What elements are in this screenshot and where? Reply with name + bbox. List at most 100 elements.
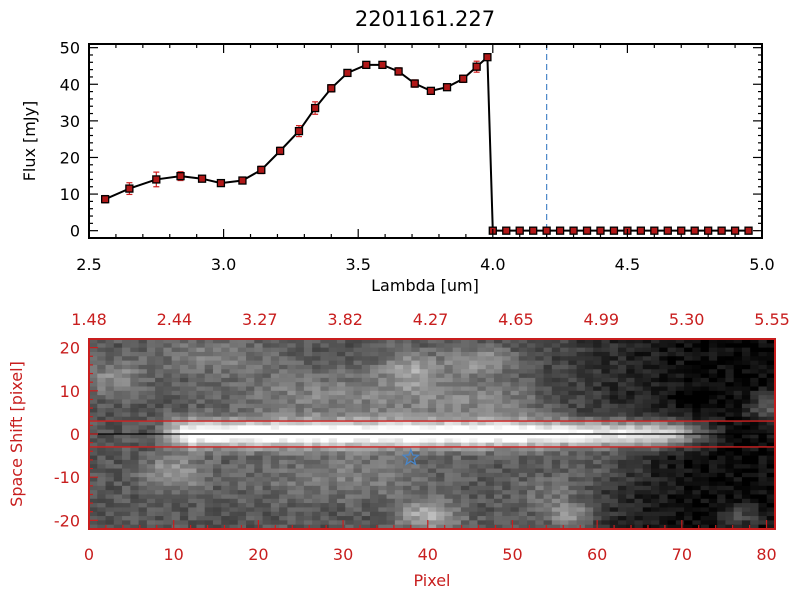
image-cell bbox=[617, 468, 627, 474]
image-cell bbox=[171, 377, 181, 383]
image-cell bbox=[188, 524, 198, 530]
image-cell bbox=[130, 446, 140, 452]
image-cell bbox=[97, 446, 107, 452]
image-cell bbox=[717, 472, 727, 478]
image-cell bbox=[320, 434, 330, 439]
image-cell bbox=[279, 520, 288, 526]
image-cell bbox=[692, 386, 702, 392]
image-cell bbox=[708, 434, 718, 439]
image-cell bbox=[89, 477, 98, 483]
image-cell bbox=[510, 477, 520, 483]
image-cell bbox=[717, 403, 727, 409]
image-cell bbox=[105, 390, 115, 396]
image-cell bbox=[254, 386, 264, 392]
image-cell bbox=[593, 516, 603, 521]
image-cell bbox=[328, 351, 338, 357]
image-cell bbox=[485, 395, 495, 401]
image-cell bbox=[89, 507, 98, 513]
image-cell bbox=[642, 421, 652, 426]
image-cell bbox=[89, 339, 98, 344]
image-cell bbox=[403, 356, 412, 362]
image-cell bbox=[651, 455, 660, 461]
image-cell bbox=[452, 481, 462, 487]
image-cell bbox=[634, 343, 644, 349]
image-cell bbox=[179, 421, 189, 426]
image-cell bbox=[568, 425, 578, 431]
image-cell bbox=[97, 399, 107, 405]
image-cell bbox=[535, 373, 545, 379]
image-cell bbox=[411, 416, 421, 422]
image-cell bbox=[419, 343, 429, 349]
image-cell bbox=[700, 485, 710, 491]
y-tick-label: 30 bbox=[60, 112, 80, 131]
image-cell bbox=[287, 421, 297, 426]
image-cell bbox=[452, 520, 462, 526]
image-cell bbox=[593, 429, 603, 435]
image-cell bbox=[436, 369, 445, 375]
image-cell bbox=[510, 369, 520, 375]
image-cell bbox=[708, 351, 718, 357]
image-cell bbox=[105, 494, 115, 500]
image-cell bbox=[97, 403, 107, 409]
image-cell bbox=[188, 442, 198, 448]
image-cell bbox=[303, 451, 313, 457]
image-cell bbox=[543, 438, 553, 444]
image-cell bbox=[361, 498, 371, 504]
image-cell bbox=[97, 451, 107, 457]
image-cell bbox=[493, 347, 503, 353]
image-cell bbox=[684, 408, 693, 414]
image-cell bbox=[651, 459, 660, 465]
image-cell bbox=[361, 351, 371, 357]
image-cell bbox=[155, 408, 164, 414]
image-cell bbox=[510, 468, 520, 474]
image-cell bbox=[460, 446, 470, 452]
image-cell bbox=[692, 360, 702, 366]
image-cell bbox=[617, 451, 627, 457]
image-cell bbox=[287, 472, 297, 478]
image-cell bbox=[651, 351, 660, 357]
image-cell bbox=[370, 399, 379, 405]
image-cell bbox=[667, 412, 677, 418]
image-cell bbox=[361, 503, 371, 509]
image-cell bbox=[320, 339, 330, 344]
image-cell bbox=[303, 399, 313, 405]
image-cell bbox=[221, 412, 231, 418]
image-cell bbox=[758, 520, 768, 526]
image-cell bbox=[758, 421, 768, 426]
image-cell bbox=[675, 498, 685, 504]
image-cell bbox=[560, 399, 569, 405]
image-cell bbox=[609, 434, 619, 439]
image-cell bbox=[634, 516, 644, 521]
image-cell bbox=[345, 446, 355, 452]
image-cell bbox=[320, 429, 330, 435]
image-cell bbox=[353, 416, 363, 422]
image-cell bbox=[212, 481, 222, 487]
image-cell bbox=[403, 524, 412, 530]
image-cell bbox=[717, 434, 727, 439]
image-cell bbox=[419, 494, 429, 500]
image-cell bbox=[122, 377, 131, 383]
image-cell bbox=[634, 490, 644, 496]
image-cell bbox=[89, 485, 98, 491]
image-cell bbox=[212, 455, 222, 461]
image-cell bbox=[336, 351, 346, 357]
image-cell bbox=[535, 390, 545, 396]
image-cell bbox=[113, 490, 123, 496]
image-cell bbox=[262, 455, 272, 461]
image-cell bbox=[609, 455, 619, 461]
image-cell bbox=[634, 438, 644, 444]
image-cell bbox=[692, 494, 702, 500]
image-cell bbox=[353, 351, 363, 357]
image-cell bbox=[163, 377, 173, 383]
image-cell bbox=[518, 472, 528, 478]
image-cell bbox=[188, 490, 198, 496]
image-cell bbox=[560, 364, 569, 370]
image-cell bbox=[659, 459, 669, 465]
image-cell bbox=[477, 494, 487, 500]
image-cell bbox=[543, 377, 553, 383]
image-cell bbox=[97, 351, 107, 357]
image-cell bbox=[171, 511, 181, 517]
image-cell bbox=[386, 464, 396, 470]
image-cell bbox=[262, 434, 272, 439]
image-cell bbox=[312, 416, 322, 422]
